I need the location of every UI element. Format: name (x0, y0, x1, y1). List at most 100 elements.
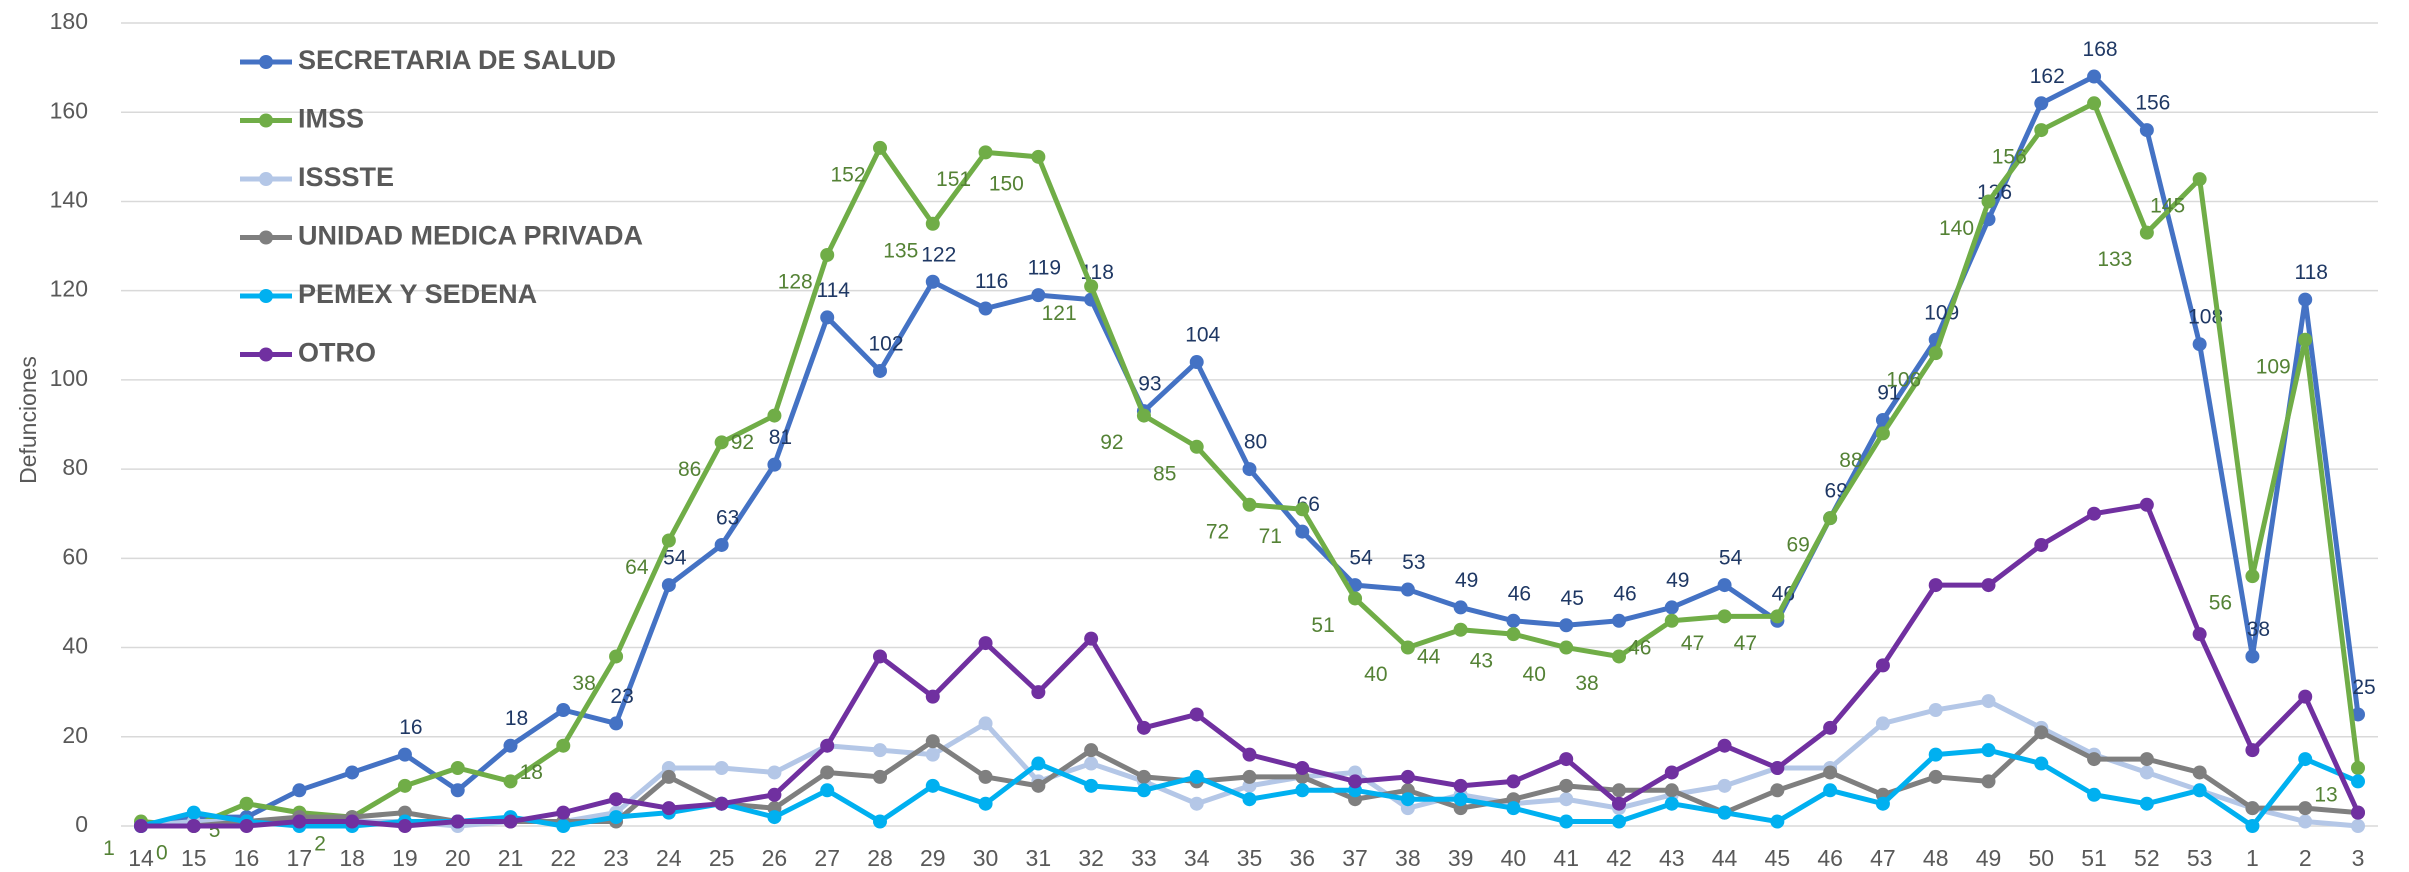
data-label: 40 (1364, 663, 1387, 686)
y-tick-label: 100 (50, 365, 88, 391)
point (925, 747, 940, 762)
point (1242, 462, 1257, 477)
legend-marker (259, 347, 273, 362)
point (1084, 279, 1099, 294)
point (2351, 819, 2365, 833)
point (2139, 497, 2154, 512)
point (239, 819, 254, 833)
x-tick-label: 46 (1817, 845, 1843, 871)
x-tick-label: 2 (2299, 845, 2312, 871)
x-tick-label: 20 (445, 845, 471, 871)
data-label: 38 (572, 672, 595, 695)
data-label: 116 (975, 270, 1008, 293)
data-label: 122 (921, 243, 956, 266)
point (556, 703, 571, 718)
point (1823, 511, 1838, 526)
point (1875, 716, 1890, 731)
point (1400, 769, 1415, 784)
point (2087, 787, 2102, 802)
data-label: 128 (778, 271, 813, 294)
point (1612, 649, 1626, 664)
point (2034, 756, 2049, 771)
point (1031, 685, 1046, 700)
point (2087, 506, 2102, 521)
point (2351, 805, 2365, 820)
series-line (140, 698, 2359, 829)
data-label: 106 (1886, 369, 1921, 392)
point (1717, 778, 1732, 793)
point (1136, 720, 1151, 735)
point (1559, 640, 1574, 655)
x-tick-label: 23 (603, 845, 629, 871)
y-tick-label: 80 (62, 454, 88, 480)
x-tick-label: 29 (920, 845, 946, 871)
point (186, 819, 201, 833)
data-label: 135 (883, 239, 918, 262)
y-tick-label: 40 (62, 633, 88, 659)
x-tick-label: 31 (1026, 845, 1052, 871)
point (1559, 814, 1574, 829)
point (345, 765, 360, 780)
point (1559, 618, 1574, 633)
x-tick-label: 25 (709, 845, 735, 871)
point (1453, 778, 1468, 793)
point (661, 578, 676, 593)
y-tick-label: 160 (50, 97, 88, 123)
point (1664, 783, 1679, 798)
data-label: 86 (678, 458, 701, 481)
legend-marker (259, 172, 273, 186)
x-tick-label: 40 (1501, 845, 1527, 871)
point (2139, 765, 2154, 780)
point (450, 761, 465, 776)
point (1084, 756, 1099, 771)
point (2192, 627, 2207, 642)
data-label: 114 (816, 279, 850, 302)
legend-marker (259, 230, 273, 245)
point (1136, 783, 1151, 798)
point (873, 649, 887, 664)
data-label: 45 (1561, 587, 1584, 610)
point (2087, 69, 2102, 84)
x-tick-label: 37 (1342, 845, 1368, 871)
point (1612, 783, 1626, 798)
point (1506, 627, 1521, 642)
data-label: 145 (2150, 195, 2185, 218)
point (1664, 796, 1679, 811)
data-label: 63 (716, 506, 739, 529)
point (820, 247, 835, 262)
data-label: 53 (1402, 551, 1425, 574)
point (1189, 707, 1204, 722)
point (978, 796, 993, 811)
point (1031, 778, 1046, 793)
data-label: 47 (1681, 632, 1704, 655)
point (2192, 765, 2207, 780)
point (1612, 796, 1626, 811)
x-tick-label: 15 (181, 845, 207, 871)
point (1770, 761, 1785, 776)
x-tick-label: 22 (550, 845, 576, 871)
data-label: 38 (2247, 618, 2270, 641)
point (1506, 613, 1521, 628)
point (1242, 497, 1257, 512)
point (1875, 658, 1890, 673)
point (1348, 774, 1363, 789)
data-label: 25 (2352, 676, 2375, 699)
x-tick-label: 26 (762, 845, 788, 871)
point (1295, 502, 1310, 517)
data-label: 104 (1185, 324, 1220, 347)
point (820, 738, 835, 753)
point (1348, 591, 1363, 606)
data-label: 93 (1138, 373, 1161, 396)
point (2139, 123, 2154, 138)
point (1189, 796, 1204, 811)
x-tick-label: 41 (1553, 845, 1579, 871)
data-label: 54 (663, 547, 687, 570)
x-tick-label: 34 (1184, 845, 1210, 871)
point (2139, 796, 2154, 811)
x-tick-label: 32 (1078, 845, 1104, 871)
point (2245, 801, 2260, 816)
data-label: 88 (1839, 449, 1862, 472)
legend-marker (259, 113, 273, 128)
point (1823, 765, 1838, 780)
x-tick-label: 51 (2081, 845, 2107, 871)
